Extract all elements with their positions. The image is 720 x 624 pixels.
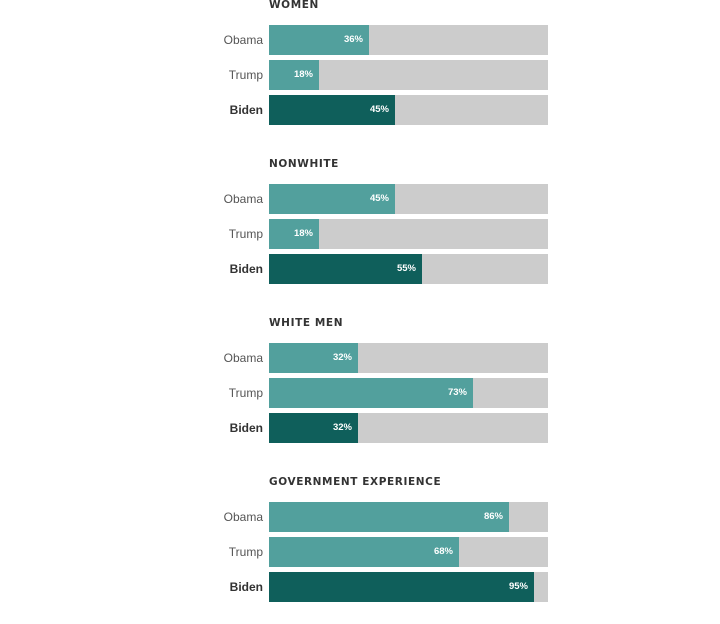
bar (269, 184, 395, 214)
bar-row: Obama 32% (0, 343, 720, 373)
bar (269, 502, 509, 532)
bar-group: WOMEN Obama 36% Trump 18% Biden 45% (0, 0, 720, 139)
bar (269, 254, 422, 284)
data-label: 36% (343, 34, 363, 45)
bar-track: 32% (269, 413, 548, 443)
bar-row: Trump 73% (0, 378, 720, 408)
bar-label: Obama (223, 351, 263, 365)
bar (269, 537, 459, 567)
group-title: NONWHITE (269, 158, 339, 170)
bar (269, 572, 534, 602)
bar-row: Obama 45% (0, 184, 720, 214)
bar-row: Biden 32% (0, 413, 720, 443)
bar-label: Biden (229, 580, 263, 594)
bar-row: Biden 55% (0, 254, 720, 284)
bar-track: 18% (269, 60, 548, 90)
bar-track: 18% (269, 219, 548, 249)
group-title: WHITE MEN (269, 317, 344, 329)
bar-group: GOVERNMENT EXPERIENCE Obama 86% Trump 68% Bid… (0, 476, 720, 616)
data-label: 55% (396, 263, 416, 274)
bar (269, 219, 319, 249)
bar-label: Trump (228, 545, 263, 559)
data-label: 68% (433, 546, 453, 557)
bar-track: 68% (269, 537, 548, 567)
bar-row: Obama 36% (0, 25, 720, 55)
data-label: 86% (483, 511, 503, 522)
bar-row: Trump 68% (0, 537, 720, 567)
bar (269, 60, 319, 90)
bar-track: 73% (269, 378, 548, 408)
bar-group: NONWHITE Obama 45% Trump 18% Biden 55% (0, 158, 720, 298)
bar (269, 343, 358, 373)
bar-track: 95% (269, 572, 548, 602)
bar-label: Obama (223, 510, 263, 524)
bar-group: WHITE MEN Obama 32% Trump 73% Biden 32% (0, 317, 720, 457)
bar-label: Obama (223, 192, 263, 206)
bar-row: Biden 45% (0, 95, 720, 125)
bar (269, 378, 473, 408)
bar-label: Trump (228, 386, 263, 400)
bar-label: Obama (223, 33, 263, 47)
bar-row: Obama 86% (0, 502, 720, 532)
bar-row: Trump 18% (0, 60, 720, 90)
data-label: 32% (332, 422, 352, 433)
bar-label: Biden (229, 262, 263, 276)
bar-track: 55% (269, 254, 548, 284)
group-title: WOMEN (269, 0, 319, 11)
bar-track: 45% (269, 95, 548, 125)
bar (269, 25, 369, 55)
bar-row: Biden 95% (0, 572, 720, 602)
bar (269, 413, 358, 443)
data-label: 45% (369, 104, 389, 115)
bar-label: Biden (229, 103, 263, 117)
group-title: GOVERNMENT EXPERIENCE (269, 476, 442, 488)
bar-track: 32% (269, 343, 548, 373)
data-label: 73% (447, 387, 467, 398)
data-label: 32% (332, 352, 352, 363)
bar (269, 95, 395, 125)
bar-label: Trump (228, 227, 263, 241)
bar-track: 36% (269, 25, 548, 55)
bar-row: Trump 18% (0, 219, 720, 249)
data-label: 95% (508, 581, 528, 592)
data-label: 18% (293, 69, 313, 80)
bar-track: 86% (269, 502, 548, 532)
bar-label: Trump (228, 68, 263, 82)
data-label: 18% (293, 228, 313, 239)
data-label: 45% (369, 193, 389, 204)
bar-label: Biden (229, 421, 263, 435)
bar-track: 45% (269, 184, 548, 214)
